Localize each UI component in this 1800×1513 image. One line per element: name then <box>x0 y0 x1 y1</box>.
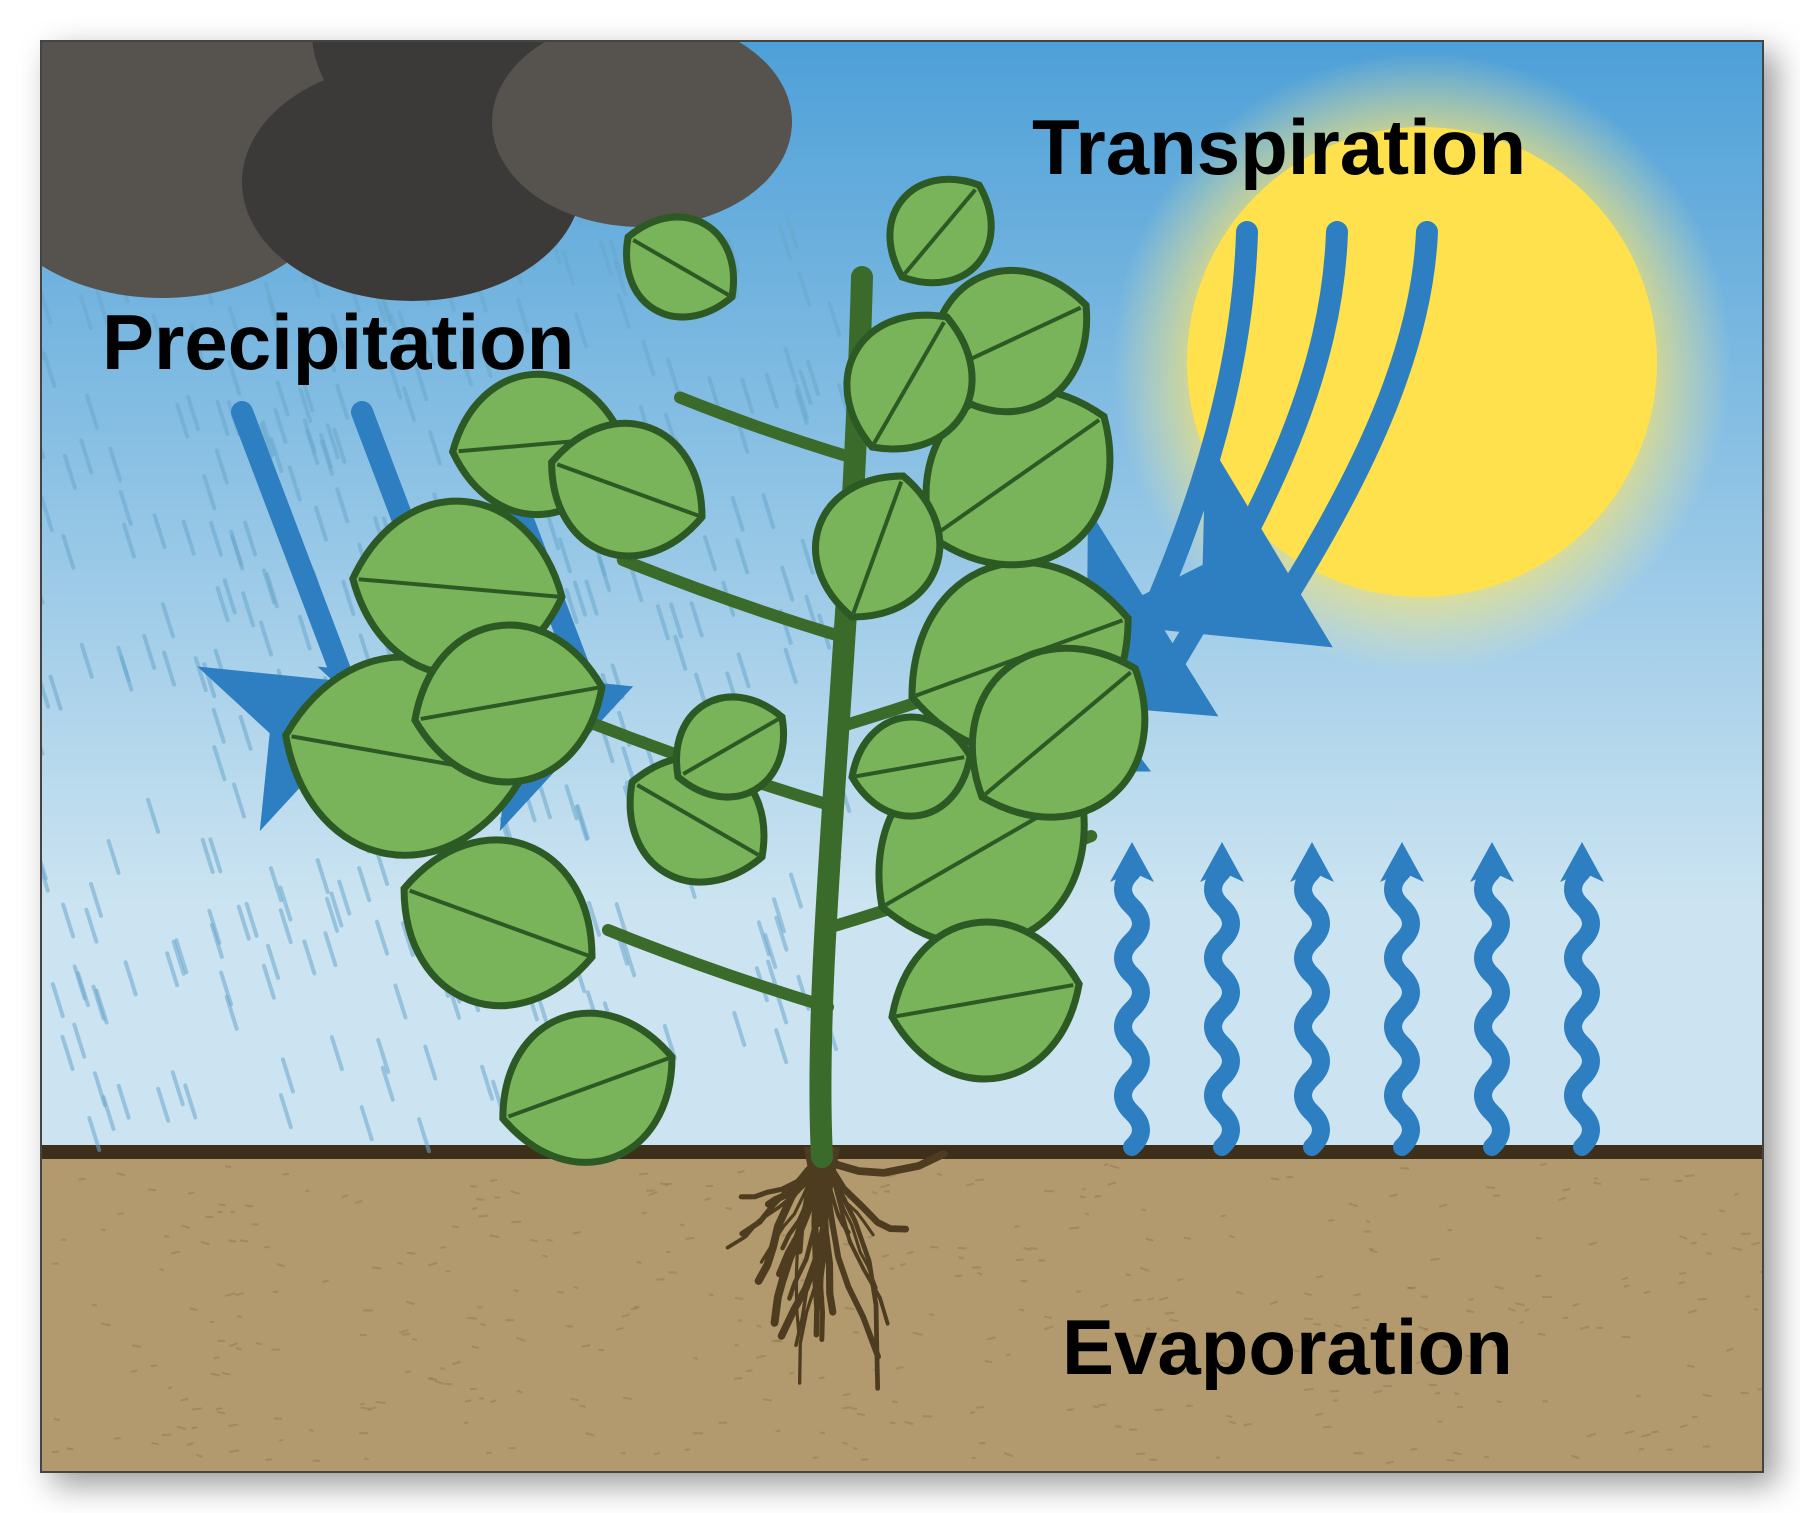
evaporation-label: Evaporation <box>1062 1302 1513 1393</box>
soil-line <box>42 1145 1762 1159</box>
transpiration-label: Transpiration <box>1032 102 1526 193</box>
diagram-svg <box>42 42 1762 1471</box>
precipitation-label: Precipitation <box>102 297 574 388</box>
diagram-frame: Precipitation Transpiration Evaporation <box>40 40 1764 1473</box>
